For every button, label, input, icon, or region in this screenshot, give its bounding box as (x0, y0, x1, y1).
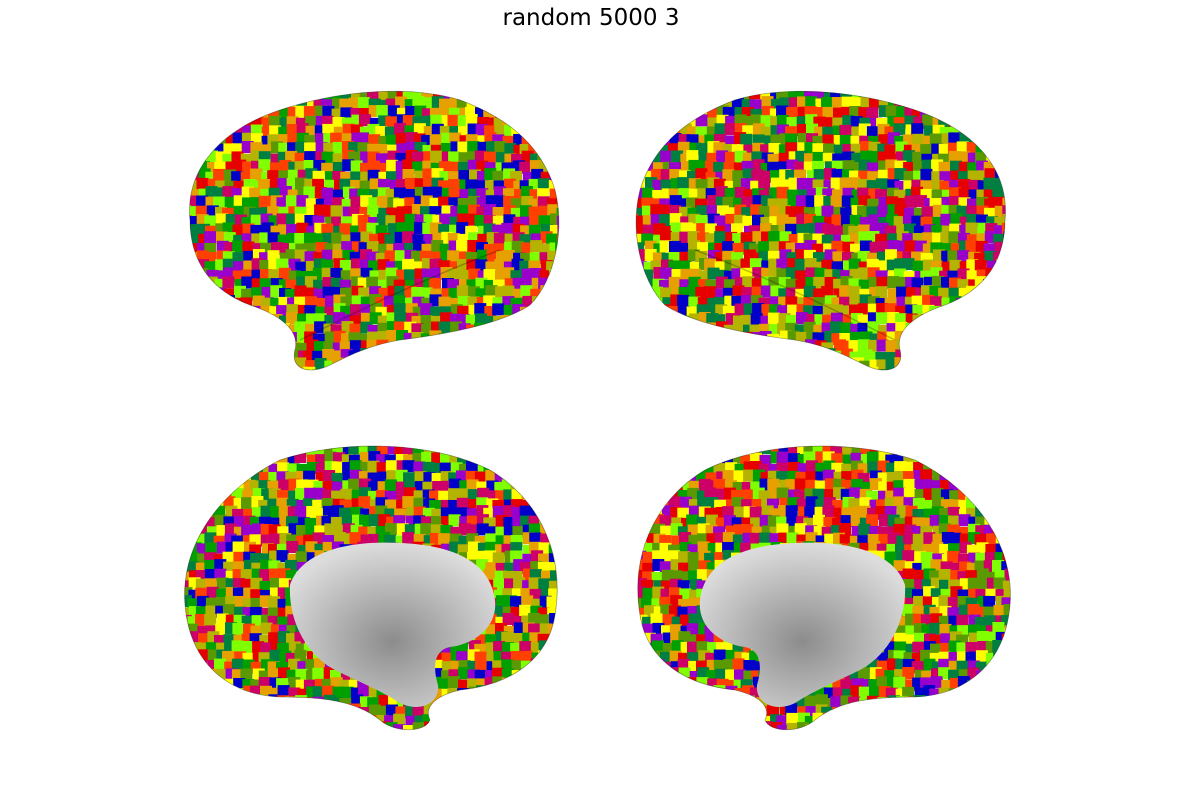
right-medial-wall (699, 542, 906, 707)
right-medial-brain (637, 445, 1011, 731)
figure-title: random 5000 3 (502, 5, 680, 31)
left-lateral-brain (189, 90, 560, 371)
left-medial-brain (184, 445, 558, 731)
left-lateral-parcels (189, 91, 559, 371)
right-lateral-parcels (636, 91, 1006, 371)
right-lateral-brain (635, 90, 1006, 371)
left-medial-wall (289, 542, 496, 707)
